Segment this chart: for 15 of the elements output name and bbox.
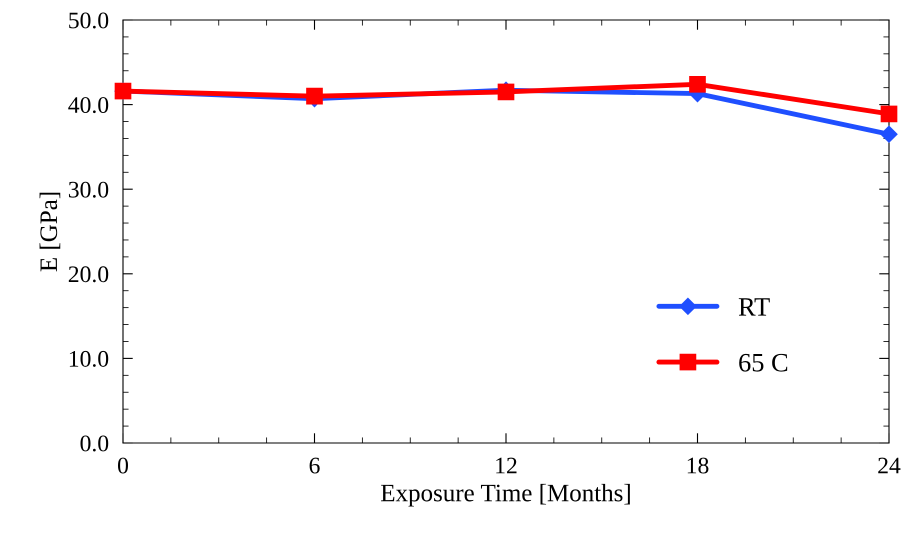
y-axis-title: E [GPa] [40,192,60,272]
legend-label: 65 C [739,354,788,372]
x-tick-label: 0 [118,458,128,474]
y-tick-label: 50.0 [69,12,108,29]
y-tick-label: 30.0 [68,182,108,198]
x-axis-title: Exposure Time [Months] [381,484,630,507]
y-tick-label: 10.0 [70,350,108,367]
x-tick-label: 24 [878,458,900,474]
legend-label: RT [738,298,770,316]
y-tick-label: 40.0 [68,97,108,114]
y-tick-label: 20.0 [68,266,108,282]
x-tick-label: 12 [496,458,517,474]
x-tick-label: 6 [310,458,320,474]
x-tick-label: 18 [688,458,708,474]
y-tick-label: 0.0 [80,435,108,452]
